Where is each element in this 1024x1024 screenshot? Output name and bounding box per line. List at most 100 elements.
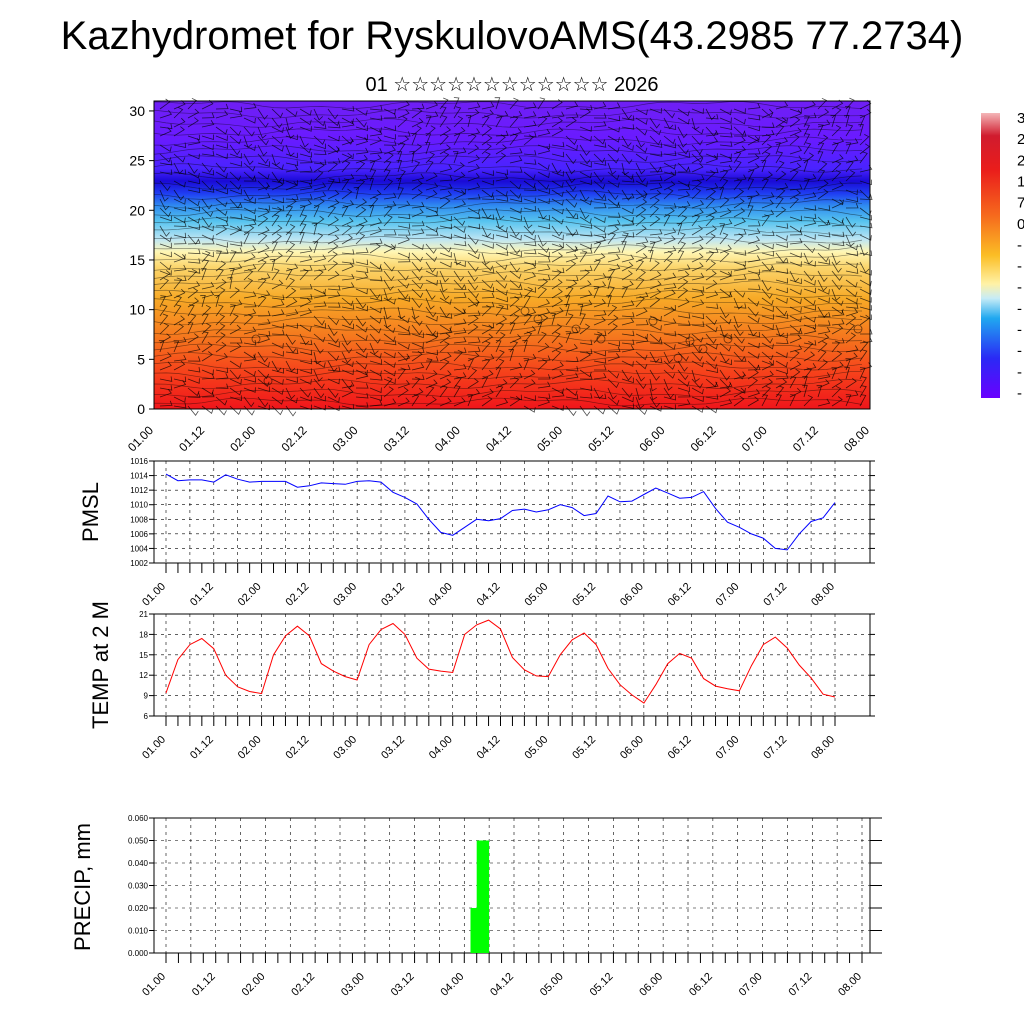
wind-barb [509, 362, 523, 371]
wind-barb [663, 250, 674, 263]
wind-barb [705, 129, 719, 137]
wind-barb [299, 324, 312, 333]
wind-barb [159, 127, 172, 137]
wind-barb [215, 198, 228, 208]
wind-barb [635, 135, 645, 148]
wind-barb [789, 315, 802, 323]
wind-barb [257, 208, 270, 218]
wind-barb [509, 97, 519, 110]
wind-barb [789, 225, 802, 233]
wind-barb [327, 205, 336, 218]
wind-barb [705, 188, 717, 200]
wind-barb [243, 232, 250, 245]
wind-barb [579, 369, 592, 378]
wind-barb [355, 402, 369, 408]
wind-barb [411, 324, 423, 336]
wind-barb [565, 198, 578, 208]
wind-barb [593, 160, 607, 166]
wind-barb [663, 378, 673, 391]
wind-barb [453, 385, 461, 398]
wind-barb [383, 279, 394, 291]
wind-barb [523, 286, 533, 299]
wind-barb [299, 265, 313, 272]
wind-barb [803, 362, 817, 371]
wind-barb [509, 127, 522, 137]
x-tick-label: 07.12 [790, 423, 821, 454]
wind-barb [159, 153, 172, 163]
contour-line [153, 182, 863, 190]
wind-barb [159, 270, 171, 281]
wind-barb [227, 276, 233, 290]
wind-barb [355, 259, 369, 266]
wind-barb [719, 333, 732, 340]
wind-barb [551, 269, 562, 281]
wind-barb [537, 342, 550, 353]
wind-barb [523, 295, 531, 308]
wind-barb [285, 387, 296, 400]
wind-barb [397, 187, 404, 200]
wind-barb [341, 282, 355, 290]
wind-barb [397, 296, 410, 302]
wind-barb [579, 348, 593, 355]
wind-barb [243, 277, 254, 290]
wind-barb [173, 169, 187, 175]
wind-barb [761, 370, 774, 380]
x-tick-label: 02.12 [284, 734, 312, 762]
wind-barb [621, 189, 632, 201]
wind-barb [397, 397, 410, 407]
wind-barb [593, 273, 607, 281]
wind-barb [327, 351, 340, 361]
wind-barb [733, 387, 746, 398]
wind-barb [523, 234, 536, 241]
wind-barb [663, 180, 676, 191]
wind-barb [649, 205, 660, 218]
wind-barb [719, 351, 730, 364]
wind-barb [243, 308, 257, 317]
wind-barb [271, 309, 285, 317]
wind-barb [775, 124, 785, 137]
wind-barb [831, 240, 845, 247]
wind-barb [747, 205, 754, 218]
wind-barb [733, 229, 747, 236]
wind-barb [817, 108, 830, 119]
wind-barb [635, 206, 647, 218]
wind-barb [453, 397, 466, 407]
wind-barb [607, 135, 620, 143]
wind-barb [341, 152, 353, 164]
wind-barb [691, 126, 704, 135]
wind-barb [397, 142, 406, 155]
wind-barb [761, 250, 775, 257]
wind-barb [467, 378, 479, 389]
wind-barb [663, 318, 677, 326]
wind-barb [817, 320, 831, 326]
wind-barb [761, 279, 772, 292]
wind-barb [355, 333, 368, 341]
wind-barb [705, 394, 719, 400]
wind-barb [775, 306, 788, 317]
x-tick-label: 01.12 [190, 971, 218, 999]
wind-barb [761, 143, 773, 155]
wind-barb [341, 135, 354, 145]
wind-barb [635, 108, 648, 116]
wind-barb [425, 331, 439, 338]
wind-barb [607, 202, 621, 209]
wind-barb [663, 170, 677, 176]
wind-barb [719, 244, 732, 254]
wind-barb [719, 369, 731, 381]
wind-barb [353, 186, 360, 200]
wind-barb [803, 305, 817, 311]
wind-barb [229, 241, 243, 247]
wind-barb [439, 115, 448, 128]
wind-barb [621, 317, 635, 326]
wind-barb [677, 162, 690, 172]
wind-barb [495, 349, 505, 362]
wind-barb [733, 131, 747, 137]
wind-barb [173, 275, 187, 282]
wind-barb [705, 233, 716, 245]
wind-barb [649, 405, 662, 412]
wind-barb [467, 223, 481, 230]
wind-barb [285, 214, 293, 227]
wind-barb [355, 305, 368, 312]
calm-circle [263, 376, 273, 386]
